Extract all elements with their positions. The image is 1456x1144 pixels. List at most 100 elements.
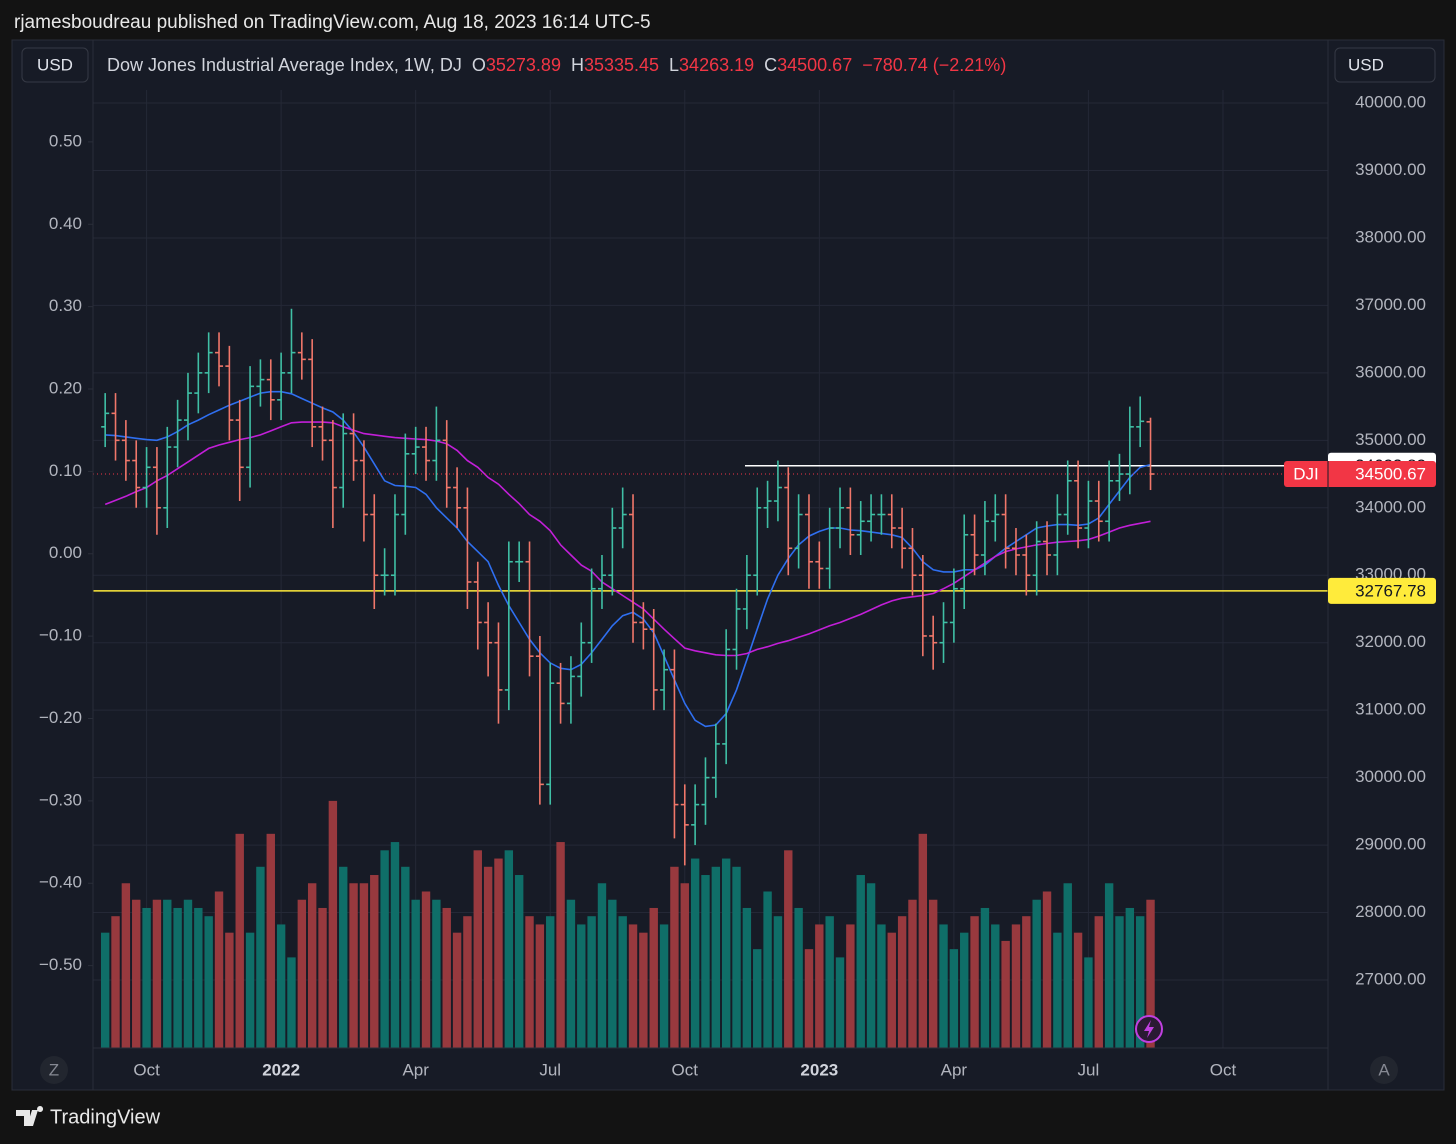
label-layer: 27000.00 28000.00 29000.00 30000.00 31000.00… bbox=[39, 93, 1436, 1079]
volume-bar bbox=[1135, 916, 1145, 1048]
moving-average-line bbox=[104, 421, 1151, 657]
volume-bar bbox=[649, 907, 658, 1048]
volume-bar bbox=[421, 891, 431, 1048]
volume-bar bbox=[908, 899, 917, 1048]
brand-name: TradingView bbox=[50, 1106, 161, 1128]
symbol-label: DJI bbox=[1293, 464, 1319, 483]
volume-bar bbox=[411, 899, 420, 1048]
volume-bar bbox=[960, 932, 969, 1048]
y-tick-label: 40000.00 bbox=[1355, 93, 1426, 112]
volume-bar bbox=[307, 883, 317, 1048]
currency-button[interactable] bbox=[1334, 47, 1436, 83]
volume-bar bbox=[1001, 940, 1010, 1048]
x-tick-label: Oct bbox=[672, 1060, 699, 1079]
volume-bar bbox=[939, 924, 948, 1048]
volume-bar bbox=[173, 907, 182, 1048]
volume-bar bbox=[670, 866, 679, 1048]
volume-bar bbox=[1053, 932, 1062, 1048]
volume-bar bbox=[514, 875, 524, 1048]
y-tick-label: 27000.00 bbox=[1355, 969, 1426, 988]
volume-bar bbox=[587, 916, 596, 1048]
alert-bolt bbox=[1144, 1020, 1154, 1038]
close-value: 34500.67 bbox=[777, 55, 852, 75]
z-button-label: Z bbox=[49, 1060, 59, 1079]
volume-bar bbox=[835, 957, 845, 1048]
volume-bar bbox=[659, 924, 669, 1048]
x-tick-label: Jul bbox=[539, 1060, 561, 1079]
volume-bar bbox=[494, 858, 503, 1048]
currency-button-label: USD bbox=[37, 55, 73, 74]
volume-bar bbox=[1094, 916, 1103, 1048]
volume-bar bbox=[711, 866, 721, 1048]
volume-bar bbox=[794, 907, 803, 1048]
volume-bar bbox=[1032, 899, 1041, 1048]
y2-tick-label: 0.30 bbox=[49, 296, 82, 315]
volume-bar bbox=[887, 932, 896, 1048]
volume-bar bbox=[328, 800, 338, 1048]
volume-bar bbox=[825, 916, 834, 1048]
volume-bar bbox=[370, 875, 379, 1048]
volume-bar bbox=[918, 833, 928, 1048]
volume-bar bbox=[535, 924, 545, 1048]
volume-bar bbox=[897, 916, 907, 1048]
volume-bar bbox=[214, 891, 224, 1048]
volume-bar bbox=[701, 875, 710, 1048]
symbol-label-box bbox=[1284, 461, 1436, 488]
bar-layer bbox=[101, 308, 1155, 866]
volume-bar bbox=[949, 949, 959, 1048]
line-layer bbox=[93, 390, 1328, 728]
volume-bar bbox=[753, 949, 762, 1048]
volume-bar bbox=[980, 907, 990, 1048]
symbol-title: Dow Jones Industrial Average Index, 1W, … bbox=[107, 55, 462, 75]
x-tick-label: Apr bbox=[402, 1060, 429, 1079]
volume-bar bbox=[566, 899, 576, 1048]
volume-bar bbox=[690, 858, 700, 1048]
volume-bar bbox=[846, 924, 855, 1048]
volume-bar bbox=[577, 924, 586, 1048]
last-price-label: 34500.67 bbox=[1355, 464, 1426, 483]
volume-bar bbox=[235, 833, 244, 1048]
y2-tick-label: −0.20 bbox=[39, 708, 82, 727]
volume-bar bbox=[1115, 916, 1124, 1048]
z-button[interactable] bbox=[40, 1056, 68, 1084]
currency-button[interactable] bbox=[21, 47, 89, 83]
volume-bar bbox=[618, 916, 627, 1048]
volume-bar bbox=[152, 899, 162, 1048]
legend-header: Dow Jones Industrial Average Index, 1W, … bbox=[107, 55, 1006, 75]
a-button-label: A bbox=[1378, 1060, 1390, 1079]
volume-bar bbox=[463, 916, 472, 1048]
volume-layer bbox=[100, 800, 1155, 1048]
volume-bar bbox=[1073, 932, 1083, 1048]
volume-bar bbox=[804, 949, 814, 1048]
volume-bar bbox=[452, 932, 462, 1048]
volume-bar bbox=[628, 924, 638, 1048]
volume-bar bbox=[121, 883, 131, 1048]
volume-bar bbox=[525, 916, 534, 1048]
x-tick-label: Oct bbox=[133, 1060, 160, 1079]
volume-bar bbox=[142, 907, 151, 1048]
level-label-box bbox=[1328, 577, 1436, 604]
volume-bar bbox=[742, 907, 752, 1048]
y-tick-label: 31000.00 bbox=[1355, 700, 1426, 719]
level-label: 32767.78 bbox=[1355, 581, 1426, 600]
y2-tick-label: 0.00 bbox=[49, 543, 82, 562]
volume-bar bbox=[721, 858, 731, 1048]
y2-tick-label: −0.50 bbox=[39, 955, 82, 974]
volume-bar bbox=[784, 850, 793, 1048]
x-tick-label: Oct bbox=[1210, 1060, 1237, 1079]
a-button[interactable] bbox=[1370, 1056, 1398, 1084]
change-value: −780.74 (−2.21%) bbox=[862, 55, 1006, 75]
volume-bar bbox=[608, 899, 617, 1048]
volume-bar bbox=[1104, 883, 1114, 1048]
y2-tick-label: −0.30 bbox=[39, 790, 82, 809]
volume-bar bbox=[556, 842, 565, 1048]
volume-bar bbox=[970, 916, 979, 1048]
volume-bar bbox=[100, 932, 110, 1048]
volume-bar bbox=[276, 924, 286, 1048]
volume-bar bbox=[432, 899, 441, 1048]
y2-tick-label: −0.40 bbox=[39, 873, 82, 892]
currency-button-label: USD bbox=[1348, 55, 1384, 74]
volume-bar bbox=[349, 883, 358, 1048]
volume-bar bbox=[297, 899, 307, 1048]
volume-bar bbox=[763, 891, 772, 1048]
